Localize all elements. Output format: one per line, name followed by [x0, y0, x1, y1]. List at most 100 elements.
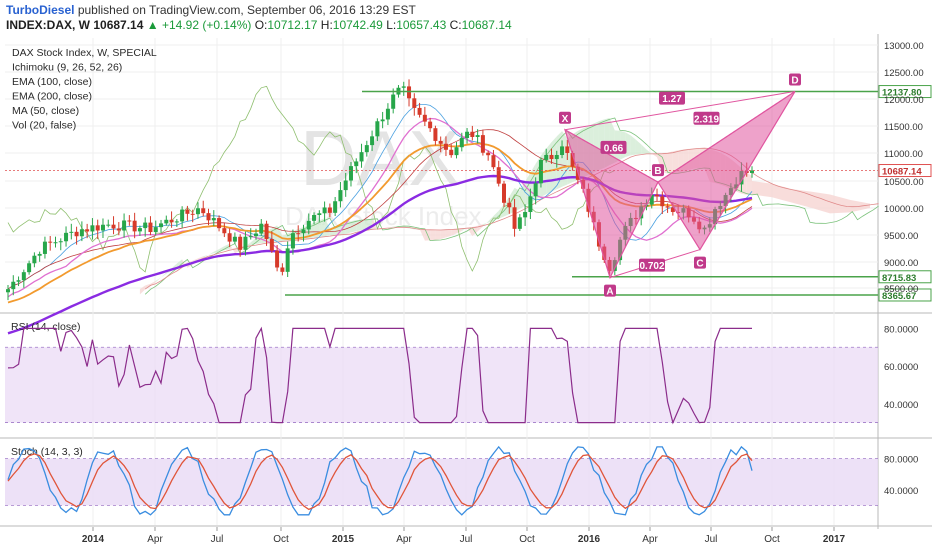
price-axis-tick-label: 13000.00 — [884, 41, 924, 52]
price-axis-tick-label: 10500.00 — [884, 177, 924, 188]
candle-body — [422, 114, 427, 122]
candle-body — [480, 135, 485, 153]
candle-body — [248, 236, 253, 238]
candle-body — [254, 233, 258, 237]
pattern-point-label: D — [791, 75, 798, 86]
rsi-axis-label: 60.0000 — [884, 362, 918, 373]
time-axis-label: Apr — [396, 534, 412, 545]
candle-body — [348, 166, 353, 181]
indicator-legend-item: EMA (100, close) — [12, 76, 92, 88]
candle-body — [16, 280, 21, 282]
candle-body — [169, 219, 174, 223]
cloud-segment — [419, 228, 425, 241]
indicator-legend-item: DAX Stock Index, W, SPECIAL — [12, 47, 157, 59]
candle-body — [465, 131, 470, 139]
candle-body — [42, 241, 47, 254]
candle-body — [470, 131, 475, 137]
ratio-label-box — [600, 140, 627, 154]
symbol-label: INDEX:DAX, W — [6, 18, 90, 32]
time-axis-label: 2015 — [332, 534, 355, 545]
time-axis-label: Jul — [211, 534, 224, 545]
low-value: 10657.43 — [396, 18, 447, 32]
candle-body — [53, 242, 58, 244]
stoch-d-line — [7, 453, 753, 511]
indicator-legend-item: EMA (200, close) — [12, 91, 92, 103]
candle-body — [343, 180, 348, 191]
stoch-axis-label: 40.0000 — [884, 486, 918, 497]
candle-body — [227, 233, 232, 242]
candle-body — [6, 289, 10, 293]
candle-body — [137, 228, 142, 232]
cloud-segment — [435, 229, 441, 240]
candle-body — [21, 272, 26, 281]
candle-body — [517, 217, 522, 229]
time-axis-label: Oct — [519, 534, 535, 545]
candle-body — [486, 152, 491, 156]
cloud-segment — [551, 136, 557, 192]
candle-body — [475, 135, 480, 137]
candle-body — [565, 146, 570, 153]
candle-body — [538, 159, 543, 184]
pattern-triangle-xab — [563, 128, 659, 280]
candle-body — [106, 224, 111, 226]
cloud-segment — [176, 259, 183, 268]
pattern-point-label: B — [654, 166, 661, 177]
candle-body — [159, 223, 164, 228]
candle-body — [275, 250, 280, 268]
price-axis-tick-label: 8500.00 — [884, 284, 918, 295]
indicator-legend-item: Vol (20, false) — [12, 120, 76, 132]
cloud-segment — [203, 254, 209, 258]
ohlc-line: INDEX:DAX, W 10687.14 ▲ +14.92 (+0.14%) … — [6, 18, 512, 32]
candle-body — [428, 121, 433, 129]
indicator-legend-item: MA (50, close) — [12, 105, 79, 117]
time-axis: 2014 Apr Jul Oct 2015 Apr Jul Oct 2016 Apr Jul Oct 2… — [82, 527, 846, 545]
ratio-line-bd — [657, 91, 796, 183]
time-axis-label: Jul — [460, 534, 473, 545]
candle-body — [95, 225, 100, 231]
candle-body — [359, 152, 364, 162]
candle-body — [164, 219, 169, 224]
ratio-label: 1.27 — [662, 94, 682, 105]
candle-body — [407, 86, 412, 99]
candle-body — [127, 220, 132, 222]
candle-body — [412, 98, 417, 108]
time-axis-label: Jul — [705, 534, 718, 545]
candle-body — [100, 224, 105, 231]
cloud-segment — [356, 219, 362, 232]
cloud-segment — [350, 220, 357, 233]
low-label: L: — [386, 18, 397, 32]
candle-body — [533, 183, 538, 197]
candle-body — [750, 170, 754, 173]
price-axis-tick-label: 12000.00 — [884, 95, 924, 106]
candle-body — [649, 194, 654, 205]
candle-body — [417, 107, 422, 115]
time-axis-label: 2016 — [578, 534, 601, 545]
candle-body — [148, 222, 153, 233]
cloud-segment — [445, 229, 452, 238]
cloud-segment — [746, 172, 752, 195]
candle-body — [90, 225, 95, 232]
candle-body — [401, 86, 406, 88]
candle-body — [195, 208, 200, 215]
rsi-axis-label: 40.0000 — [884, 400, 918, 411]
candle-body — [211, 218, 216, 221]
candle-body — [391, 94, 396, 109]
candle-body — [459, 138, 464, 148]
cloud-segment — [361, 219, 367, 231]
price-level-label: 10687.14 — [882, 167, 922, 178]
chikou-line — [7, 85, 615, 273]
candle-body — [64, 232, 69, 242]
candle-body — [217, 218, 222, 229]
candle-body — [327, 207, 332, 213]
candle-body — [338, 190, 343, 202]
price-level-tag — [878, 288, 932, 302]
candle-body — [433, 128, 438, 141]
open-label: O: — [254, 18, 268, 32]
price-axis-tick-label: 9500.00 — [884, 231, 918, 242]
candle-body — [660, 196, 665, 207]
pattern-point-box — [652, 164, 664, 177]
author-link[interactable]: TurboDiesel — [6, 3, 75, 17]
cloud-segment — [625, 132, 631, 158]
time-axis-label: Apr — [147, 534, 163, 545]
